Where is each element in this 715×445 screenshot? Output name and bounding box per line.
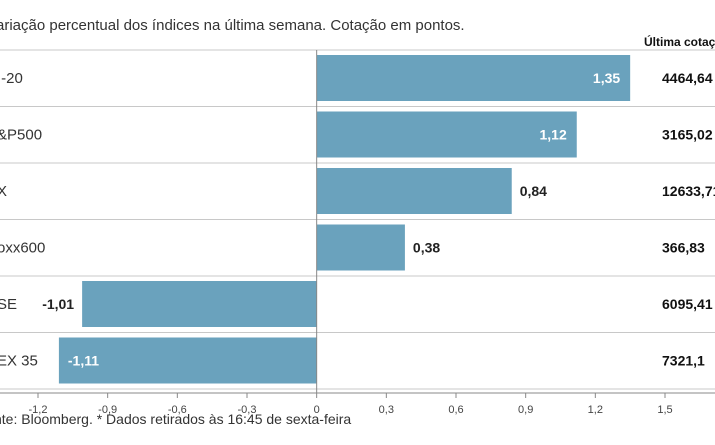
- bar: [58, 337, 317, 384]
- chart-subtitle: ariação percentual dos índices na última…: [0, 17, 465, 34]
- x-tick-label: 0,3: [379, 404, 394, 416]
- value-label: -1,11: [68, 353, 99, 369]
- x-tick-label: -0,3: [238, 404, 257, 416]
- value-label: 0,38: [413, 240, 440, 256]
- last-quote-value: 6095,41: [662, 296, 713, 312]
- last-quote-value: 3165,02: [662, 127, 713, 143]
- last-quote-value: 366,83: [662, 240, 705, 256]
- last-quote-value: 12633,71: [662, 183, 715, 199]
- bar: [316, 168, 512, 214]
- value-label: -1,01: [42, 296, 74, 312]
- value-label: 1,12: [540, 127, 567, 143]
- value-label: 1,35: [593, 70, 620, 86]
- last-quote-value: 4464,64: [662, 70, 713, 86]
- bar: [316, 111, 577, 158]
- x-tick-label: 0: [314, 404, 320, 416]
- category-label: SE: [0, 296, 17, 313]
- category-label: &P500: [0, 127, 42, 144]
- category-label: X: [0, 183, 7, 200]
- last-quote-value: 7321,1: [662, 353, 705, 369]
- bar: [316, 224, 405, 271]
- x-tick-label: 0,6: [448, 404, 463, 416]
- category-label: EX 35: [0, 353, 38, 370]
- x-tick-label: -0,9: [98, 404, 117, 416]
- category-label: I-20: [0, 70, 23, 87]
- last-quote-header: Última cotaç: [644, 35, 715, 49]
- x-tick-label: 1,5: [657, 404, 672, 416]
- x-tick-label: -1,2: [29, 404, 48, 416]
- x-tick-label: -0,6: [168, 404, 187, 416]
- bar: [82, 281, 317, 327]
- value-label: 0,84: [520, 183, 547, 199]
- x-tick-label: 0,9: [518, 404, 533, 416]
- chart-source: nte: Bloomberg. * Dados retirados às 16:…: [0, 411, 352, 427]
- x-tick-label: 1,2: [588, 404, 603, 416]
- bar: [316, 55, 631, 101]
- category-label: oxx600: [0, 240, 45, 257]
